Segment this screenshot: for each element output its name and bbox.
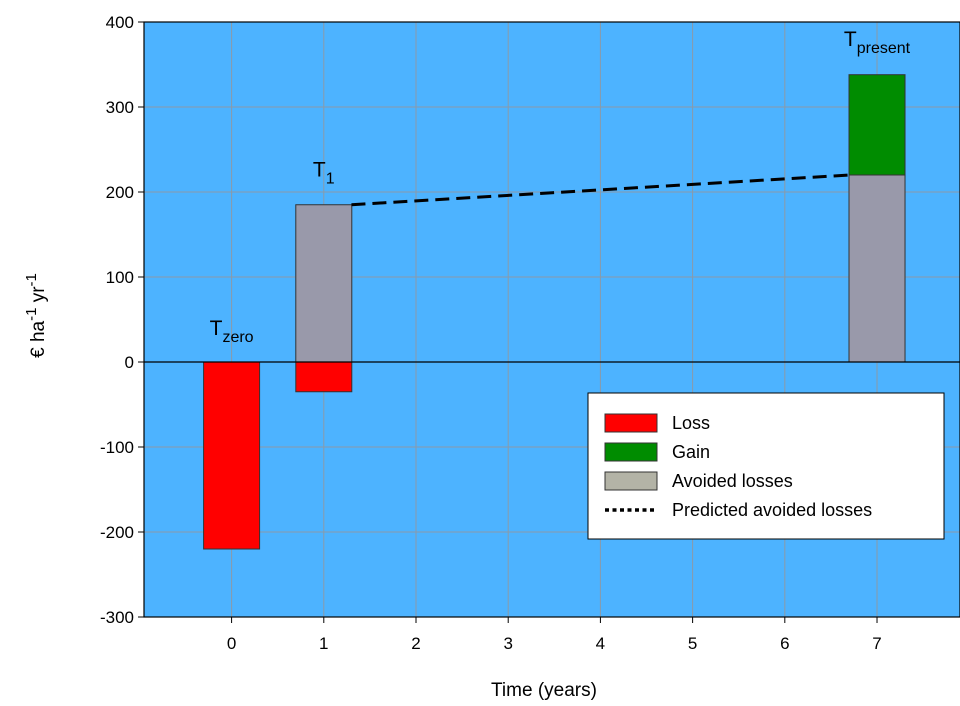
annotation-t1: T1 [313,158,335,187]
x-tick-label-0: 0 [227,634,236,653]
legend-label-predicted-avoided-losses: Predicted avoided losses [672,500,872,520]
x-tick-label-5: 5 [688,634,697,653]
x-tick-label-6: 6 [780,634,789,653]
y-tick-label-300: -300 [100,608,134,627]
x-tick-label-2: 2 [411,634,420,653]
y-tick-label-300: 300 [106,98,134,117]
x-tick-label-7: 7 [872,634,881,653]
y-tick-label-100: -100 [100,438,134,457]
x-tick-label-1: 1 [319,634,328,653]
bar-loss-x1 [295,361,353,393]
x-tick-label-4: 4 [596,634,605,653]
y-axis-title-sup1: -1 [23,308,40,321]
x-axis-title: Time (years) [491,680,597,701]
x-axis: 0 1 2 3 4 5 6 7 [227,617,882,653]
y-axis-title-base: € ha [28,320,49,357]
legend-swatch-gain [604,442,658,462]
bar-gain-x7 [848,74,906,176]
legend-swatch-avoided-losses [604,471,658,491]
y-tick-label-200: 200 [106,183,134,202]
legend: Loss Gain Avoided losses Predicted avoided … [587,392,945,540]
bar-avoided-losses-x1 [295,204,353,363]
bar-avoided-losses-x7 [848,174,906,363]
y-tick-label-100: 100 [106,268,134,287]
y-axis-title: € ha-1 yr-1 [23,273,49,358]
annotation-tpresent: Tpresent [844,28,911,57]
plot-border [143,21,960,618]
y-tick-label-400: 400 [106,13,134,32]
y-axis-title-sup2: -1 [23,273,40,286]
legend-swatch-loss [604,413,658,433]
x-tick-label-3: 3 [503,634,512,653]
annotations: Tzero T1 Tpresent [210,28,911,346]
y-axis: -300 -200 -100 0 100 200 300 400 [100,13,144,627]
bar-loss-x0 [203,361,261,550]
y-tick-label-0: 0 [125,353,134,372]
legend-label-loss: Loss [672,413,710,433]
y-axis-title-mid: yr [28,286,49,308]
y-tick-label-200: -200 [100,523,134,542]
legend-label-gain: Gain [672,442,710,462]
annotation-tzero: Tzero [210,317,254,346]
legend-label-avoided-losses: Avoided losses [672,471,793,491]
bars [203,74,906,550]
